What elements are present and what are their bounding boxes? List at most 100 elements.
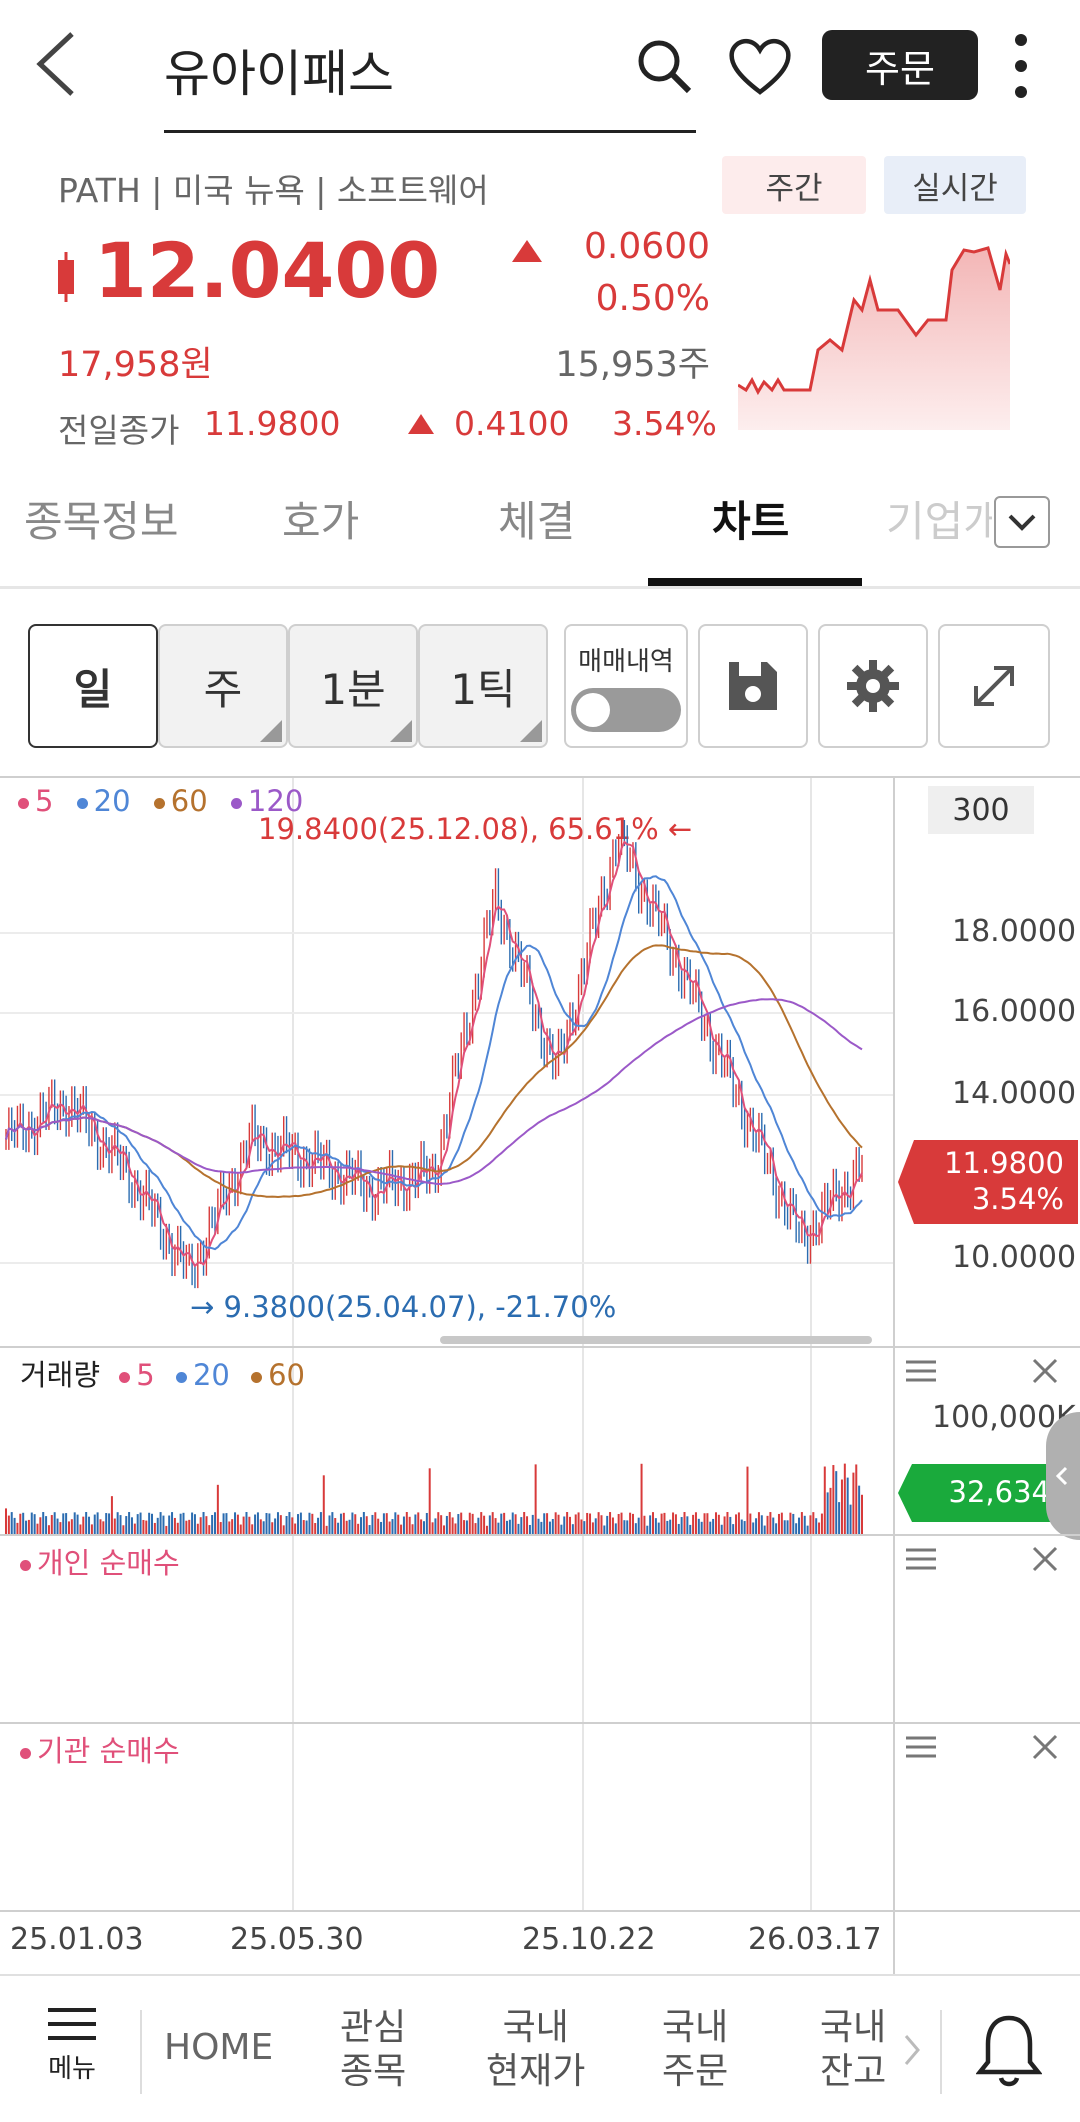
volume-bar	[425, 1512, 428, 1534]
day-session-tag[interactable]: 주간	[722, 156, 866, 214]
volume-bar	[408, 1516, 411, 1534]
chevron-left-icon	[1055, 1466, 1068, 1486]
volume-bar	[417, 1512, 420, 1534]
volume-bar	[772, 1517, 775, 1534]
save-button[interactable]	[698, 624, 808, 748]
chevron-right-icon[interactable]	[900, 2030, 924, 2070]
volume-bar	[757, 1512, 760, 1534]
nav-domestic-order[interactable]: 국내 주문	[662, 2007, 729, 2092]
period-day-button[interactable]: 일	[28, 624, 158, 748]
tab-order-book[interactable]: 호가	[282, 497, 360, 546]
side-drawer-handle[interactable]	[1046, 1412, 1080, 1540]
price-chart-plot[interactable]	[0, 820, 893, 1300]
volume-bar	[517, 1523, 520, 1534]
volume-bar	[59, 1522, 62, 1534]
ma60-legend: 60	[153, 784, 208, 818]
volume-panel	[0, 1346, 1080, 1536]
more-icon[interactable]	[1006, 30, 1036, 102]
volume-bar	[345, 1520, 348, 1534]
toggle-switch[interactable]	[571, 687, 681, 732]
heart-icon[interactable]	[726, 34, 794, 98]
tab-executions[interactable]: 체결	[498, 497, 576, 546]
volume-bar	[13, 1517, 16, 1534]
chart-scrollbar[interactable]	[440, 1336, 872, 1344]
ma5-legend: 5	[18, 784, 53, 818]
volume-bar	[319, 1512, 322, 1534]
menu-button[interactable]: 메뉴	[40, 2004, 104, 2094]
volume-bar	[674, 1514, 677, 1534]
prev-close-label: 전일종가	[58, 411, 180, 450]
nav-domestic-price[interactable]: 국내 현재가	[486, 2007, 586, 2092]
nav-domestic-balance[interactable]: 국내 잔고	[820, 2007, 887, 2092]
volume-chart-plot[interactable]	[0, 1390, 893, 1534]
nav-watchlist[interactable]: 관심 종목	[340, 2007, 407, 2092]
bell-icon[interactable]	[975, 2010, 1043, 2090]
x-tick: 25.01.03	[10, 1922, 144, 1957]
order-button[interactable]: 주문	[822, 30, 978, 100]
period-1tick-button[interactable]: 1틱	[418, 624, 548, 748]
period-week-button[interactable]: 주	[158, 624, 288, 748]
volume-bar	[766, 1515, 769, 1534]
volume-bar	[540, 1521, 543, 1534]
volume-bar	[465, 1520, 468, 1534]
tab-chart[interactable]: 차트	[712, 497, 790, 546]
volume-last-value: 32,634	[948, 1475, 1050, 1509]
volume-bar	[643, 1515, 646, 1534]
expand-button[interactable]	[938, 624, 1050, 748]
back-icon[interactable]	[26, 26, 86, 102]
volume-bar	[188, 1519, 191, 1534]
volume-bar	[520, 1517, 523, 1534]
trade-history-label: 매매내역	[578, 646, 674, 677]
tab-stock-info[interactable]: 종목정보	[24, 497, 179, 546]
tab-company-overview[interactable]: 기업개요	[886, 488, 992, 548]
volume-bar	[182, 1512, 185, 1534]
volume-bar	[743, 1521, 746, 1534]
volume-panel-menu-icon[interactable]	[904, 1358, 938, 1384]
volume-bar	[720, 1524, 723, 1534]
volume-bar	[649, 1515, 652, 1534]
volume-bar	[171, 1512, 174, 1534]
institution-panel-close-icon[interactable]	[1030, 1732, 1060, 1762]
volume-label: 거래량	[20, 1358, 101, 1392]
volume-bar	[646, 1525, 649, 1534]
trade-history-toggle[interactable]: 매매내역	[564, 624, 688, 748]
institution-net-buy-panel	[0, 1722, 1080, 1912]
individual-panel-menu-icon[interactable]	[904, 1546, 938, 1572]
individual-panel-close-icon[interactable]	[1030, 1544, 1060, 1574]
volume-bar	[434, 1518, 437, 1534]
tab-bar	[0, 462, 1080, 589]
volume-bar	[219, 1522, 222, 1534]
price-change: 0.0600	[584, 226, 710, 267]
volume-bar	[620, 1512, 623, 1534]
volume-panel-close-icon[interactable]	[1030, 1356, 1060, 1386]
volume-bar	[311, 1513, 314, 1534]
realtime-tag[interactable]: 실시간	[884, 156, 1026, 214]
tabs-dropdown-button[interactable]	[994, 496, 1050, 548]
volume-bar	[357, 1523, 360, 1534]
stock-search-field[interactable]: 유아이패스	[164, 20, 696, 133]
volume-bar	[609, 1512, 612, 1534]
tab-company-overview-label: 기업개요	[886, 497, 992, 546]
candle-count-box[interactable]: 300	[928, 786, 1034, 834]
volume-bar	[528, 1524, 531, 1534]
settings-button[interactable]	[818, 624, 928, 748]
period-1min-button[interactable]: 1분	[288, 624, 418, 748]
volume-bar	[351, 1512, 354, 1534]
volume-bar	[133, 1523, 136, 1534]
volume-bar	[159, 1512, 162, 1534]
search-icon[interactable]	[634, 36, 694, 96]
prev-change: 0.4100	[454, 404, 570, 443]
y-tick: 14.0000	[952, 1076, 1077, 1111]
nav-home[interactable]: HOME	[164, 2027, 274, 2068]
institution-panel-menu-icon[interactable]	[904, 1734, 938, 1760]
volume-bar	[42, 1512, 45, 1534]
volume-bar	[818, 1522, 821, 1534]
volume-bar	[213, 1512, 216, 1534]
volume-bar	[33, 1514, 36, 1534]
volume-bar	[623, 1520, 626, 1534]
volume-bar	[826, 1492, 829, 1534]
volume-bar	[25, 1520, 28, 1534]
volume-bar	[760, 1515, 763, 1534]
volume-bar	[402, 1516, 405, 1534]
volume-bar	[371, 1514, 374, 1534]
